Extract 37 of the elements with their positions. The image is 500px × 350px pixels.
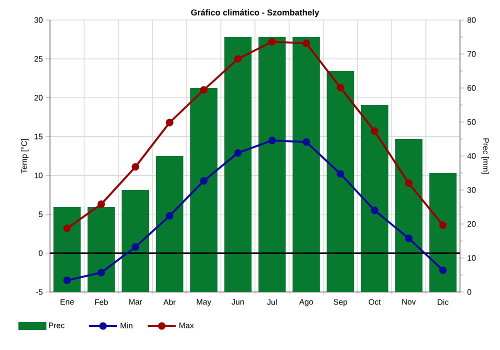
bar [326,71,354,292]
point [132,243,140,251]
bar [224,37,252,292]
chart-title: Gráfico climático - Szombathely [191,9,320,18]
point [97,200,106,208]
point [234,55,242,63]
point [63,224,71,232]
bar [258,37,286,292]
bar [360,105,388,292]
point [268,136,276,144]
bar [88,207,115,292]
point [439,221,447,229]
point [166,212,174,220]
point [302,138,310,146]
point [404,234,413,242]
point [132,163,140,171]
point [63,276,71,284]
point [302,40,310,48]
point [200,177,208,185]
bar [190,88,218,292]
point [404,179,413,187]
point [370,206,378,214]
bar [122,190,150,292]
bar [53,207,81,292]
point [166,118,174,126]
point [370,127,378,135]
point [268,38,276,46]
bar [395,139,422,292]
point [234,149,242,157]
bar [429,173,457,292]
point [439,266,447,274]
bar [292,37,320,292]
point [97,268,106,276]
point [336,84,344,92]
point [336,170,344,178]
point [200,86,208,94]
bar [156,156,184,292]
